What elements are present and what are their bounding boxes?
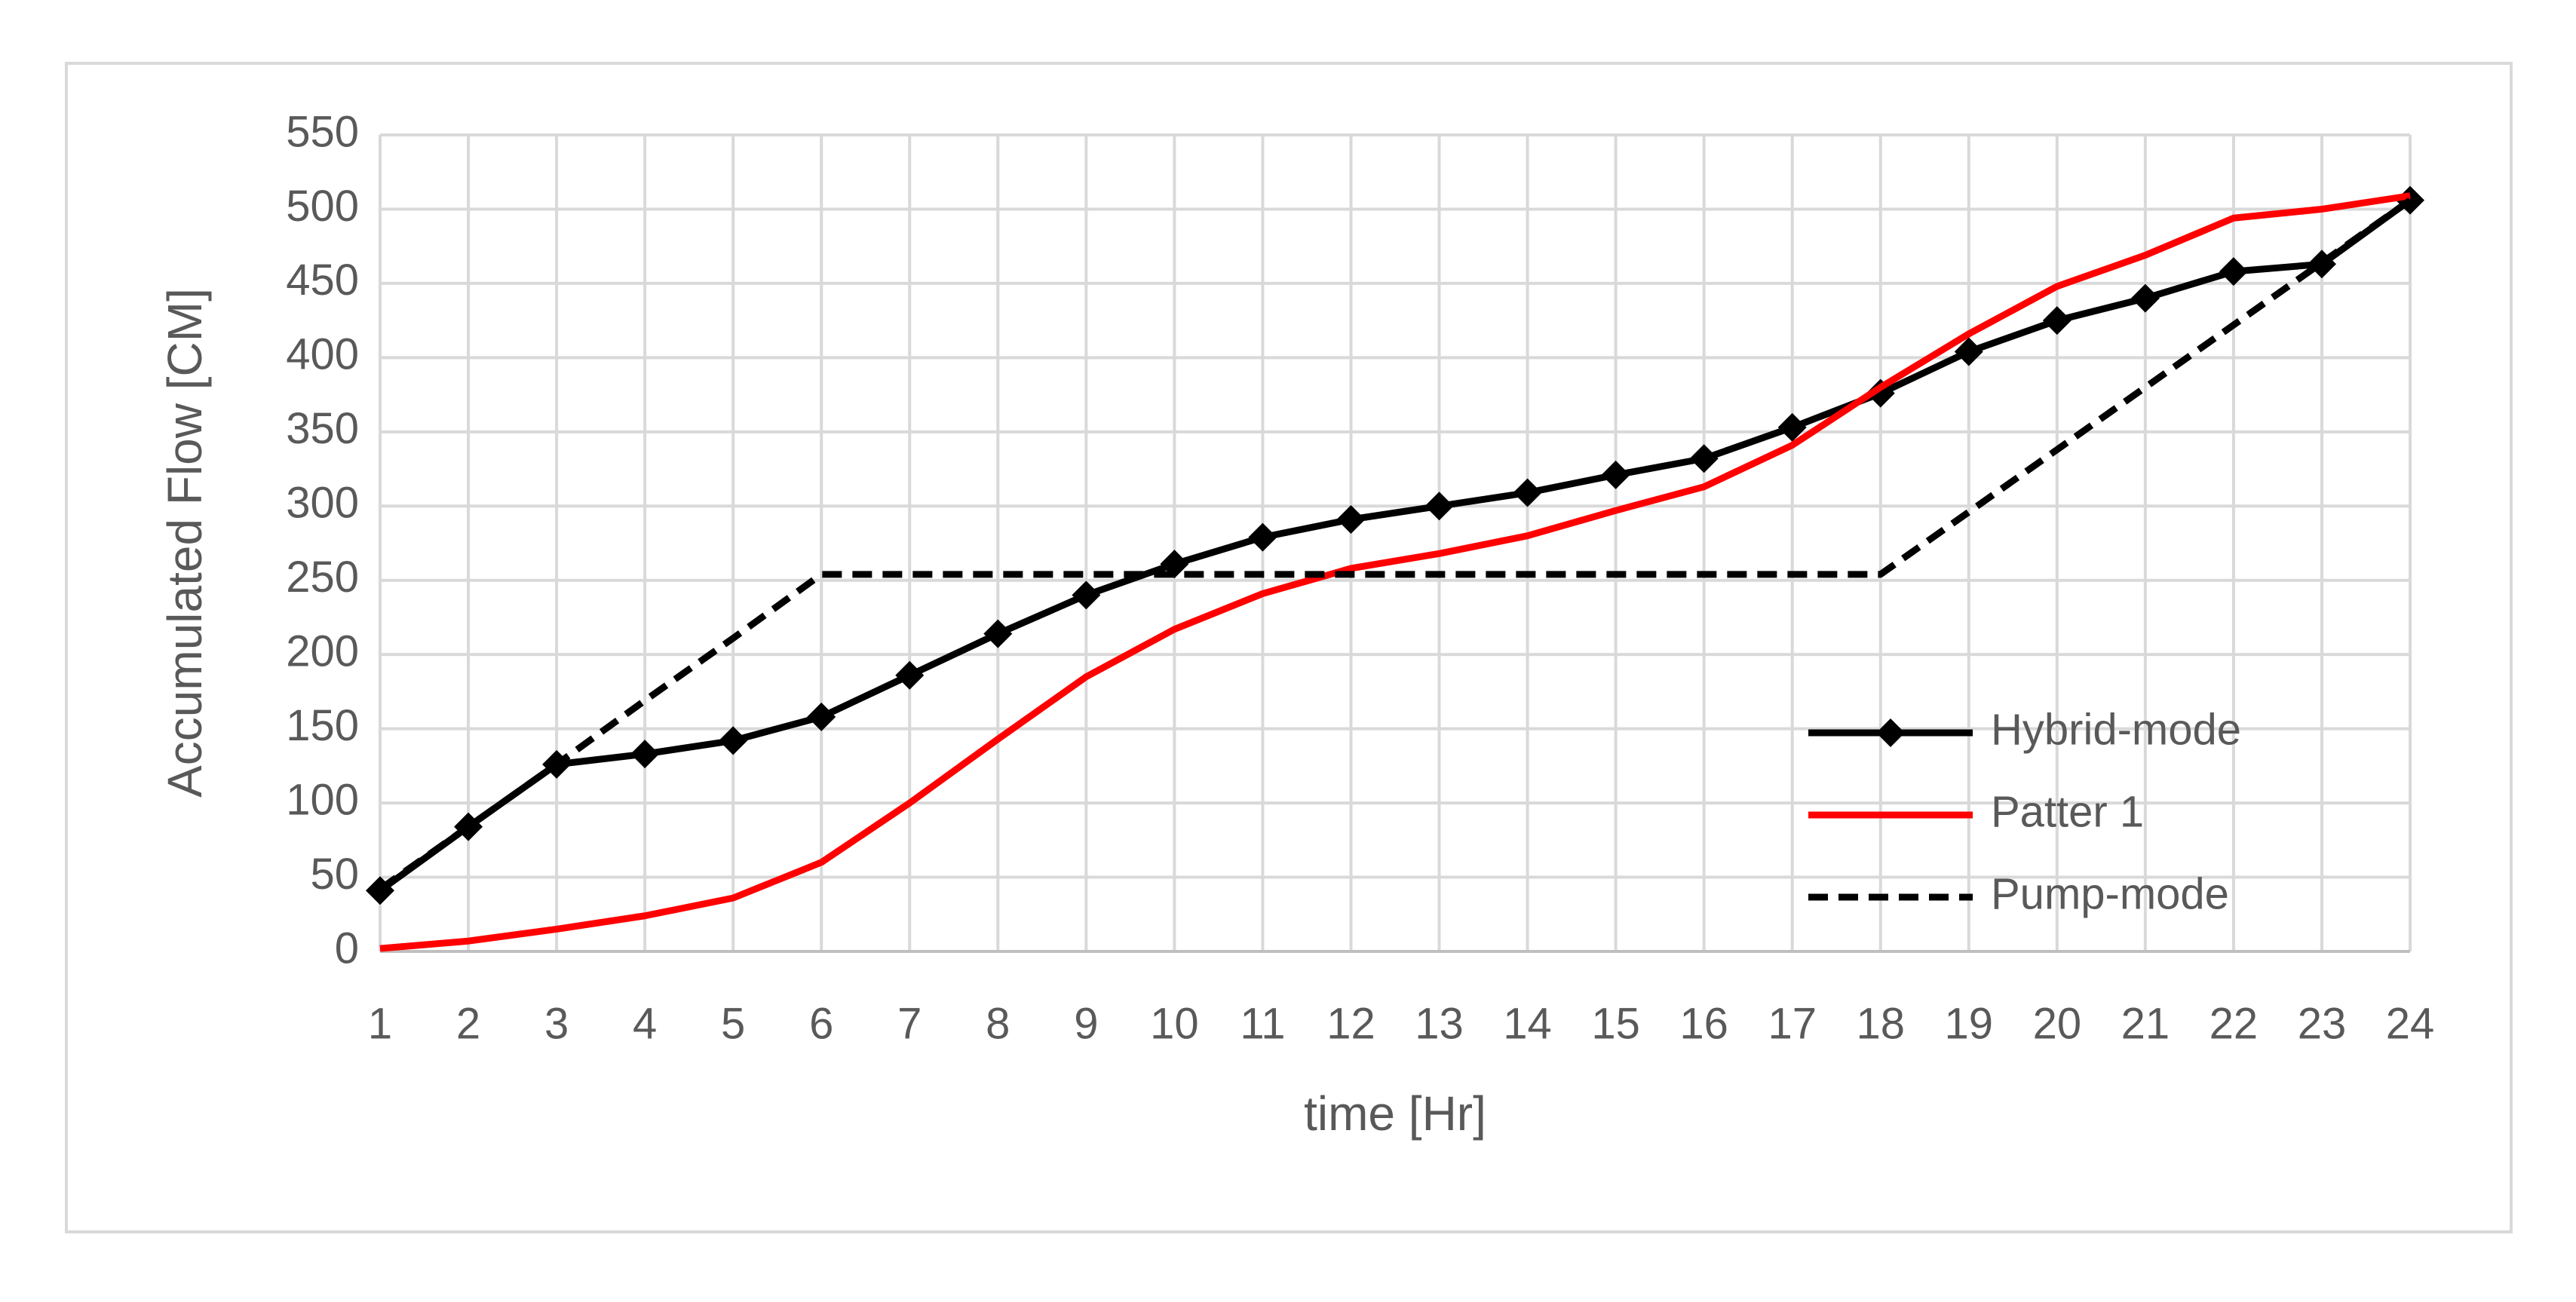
data-point [1513,478,1542,507]
x-tick-label: 9 [1074,999,1098,1048]
data-point [630,740,660,769]
y-tick-label: 50 [310,850,359,899]
y-tick-label: 500 [286,182,359,231]
y-tick-label: 550 [286,107,359,156]
series-line [378,197,2412,893]
data-point [1954,337,1983,366]
x-tick-label: 11 [1240,999,1285,1048]
series-line [379,192,2411,952]
data-point [807,702,836,731]
data-point [1248,522,1277,552]
data-point [719,726,748,755]
data-point [2219,257,2248,286]
x-tick-label: 13 [1415,999,1464,1048]
y-axis-title: Accumulated Flow [CM] [158,288,212,798]
x-tick-label: 4 [633,999,657,1048]
data-point [895,660,925,690]
x-axis-title: time [Hr] [1304,1086,1486,1141]
legend-label: Hybrid-mode [1991,705,2241,754]
x-tick-label: 1 [368,999,392,1048]
x-tick-label: 16 [1679,999,1728,1048]
y-tick-label: 200 [286,627,359,676]
x-tick-label: 14 [1503,999,1552,1048]
x-tick-label: 17 [1768,999,1817,1048]
y-tick-label: 300 [286,479,359,528]
legend-label: Patter 1 [1991,787,2144,836]
y-tick-label: 400 [286,330,359,379]
x-tick-label: 2 [456,999,480,1048]
x-tick-label: 23 [2298,999,2347,1048]
data-point [1424,492,1454,521]
data-point [1336,504,1366,534]
data-point [1777,412,1807,442]
data-point [2130,283,2160,313]
y-tick-label: 450 [286,256,359,305]
data-point [2042,306,2072,335]
y-tick-label: 0 [335,924,359,973]
x-tick-label: 6 [809,999,833,1048]
y-tick-label: 350 [286,404,359,453]
x-tick-label: 12 [1326,999,1375,1048]
y-tick-label: 250 [286,553,359,602]
x-tick-label: 24 [2386,999,2435,1048]
x-tick-label: 8 [986,999,1010,1048]
x-tick-label: 3 [544,999,569,1048]
x-tick-label: 15 [1591,999,1640,1048]
legend-label: Pump-mode [1991,869,2229,918]
data-point [983,619,1013,648]
x-tick-label: 10 [1150,999,1199,1048]
x-tick-label: 19 [1945,999,1994,1048]
x-tick-label: 21 [2121,999,2170,1048]
chart-border [65,62,2513,1233]
y-tick-label: 100 [286,775,359,824]
data-point [1072,581,1101,610]
x-tick-label: 18 [1856,999,1905,1048]
data-point [1689,444,1719,473]
x-tick-label: 7 [897,999,922,1048]
legend-marker [1876,718,1905,747]
data-point [1601,460,1630,489]
x-tick-label: 22 [2210,999,2259,1048]
x-tick-label: 5 [721,999,745,1048]
y-tick-label: 150 [286,701,359,750]
x-tick-label: 20 [2033,999,2082,1048]
